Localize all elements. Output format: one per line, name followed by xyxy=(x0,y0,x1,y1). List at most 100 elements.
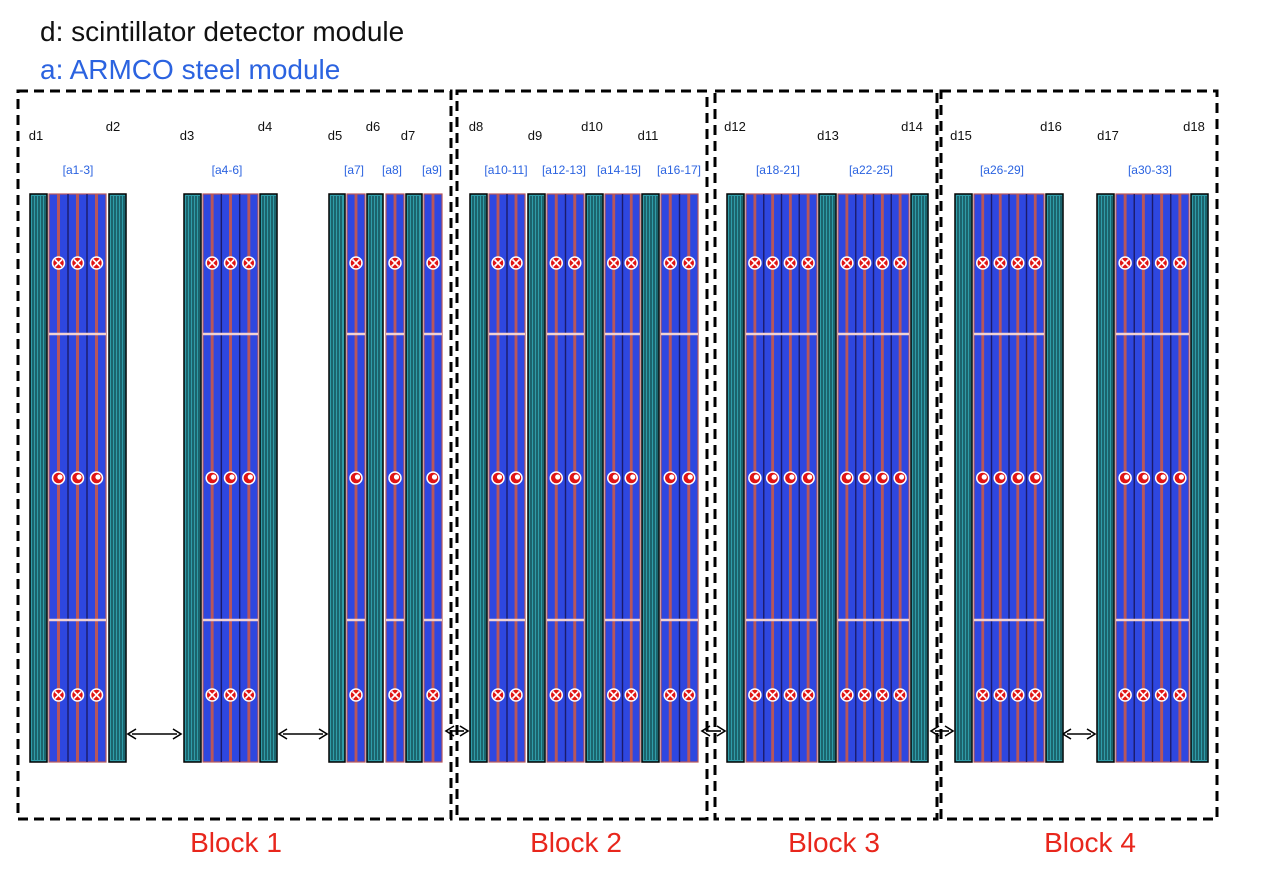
block-frame xyxy=(455,89,709,821)
steel-module xyxy=(660,193,699,763)
into-page-icon xyxy=(976,688,990,702)
into-page-icon xyxy=(205,256,219,270)
detector-label: d6 xyxy=(366,119,380,134)
into-page-icon xyxy=(242,256,256,270)
into-page-icon xyxy=(801,688,815,702)
into-page-icon xyxy=(1154,688,1169,702)
into-page-icon xyxy=(89,256,104,270)
out-of-page-icon xyxy=(748,471,762,485)
detector-label: d11 xyxy=(638,128,659,143)
into-page-icon xyxy=(783,256,798,270)
into-page-icon xyxy=(840,256,854,270)
into-page-icon xyxy=(783,688,798,702)
into-page-icon xyxy=(1118,688,1132,702)
scintillator-module xyxy=(29,193,48,763)
into-page-icon xyxy=(223,688,238,702)
into-page-icon xyxy=(491,688,505,702)
into-page-icon xyxy=(509,688,523,702)
out-of-page-icon xyxy=(663,471,677,485)
into-page-icon xyxy=(624,688,638,702)
steel-module xyxy=(837,193,910,763)
detector-label: d3 xyxy=(180,128,194,143)
out-of-page-icon xyxy=(242,471,256,485)
block-frame xyxy=(939,89,1219,821)
steel-module-label: [a16-17] xyxy=(657,163,701,177)
into-page-icon xyxy=(976,256,990,270)
steel-module xyxy=(745,193,818,763)
into-page-icon xyxy=(893,688,907,702)
into-page-icon xyxy=(624,256,638,270)
into-page-icon xyxy=(223,256,238,270)
into-page-icon xyxy=(549,256,563,270)
into-page-icon xyxy=(388,256,402,270)
into-page-icon xyxy=(1028,688,1042,702)
out-of-page-icon xyxy=(549,471,563,485)
into-page-icon xyxy=(1028,256,1042,270)
steel-module-label: [a22-25] xyxy=(849,163,893,177)
out-of-page-icon xyxy=(388,471,402,485)
into-page-icon xyxy=(509,256,523,270)
scintillator-module xyxy=(259,193,278,763)
block-label: Block 2 xyxy=(530,827,622,858)
scintillator-module xyxy=(366,193,384,763)
steel-module-label: [a30-33] xyxy=(1128,163,1172,177)
steel-module-label: [a1-3] xyxy=(63,163,94,177)
detector-label: d16 xyxy=(1040,119,1062,134)
scintillator-module xyxy=(641,193,660,763)
out-of-page-icon xyxy=(223,471,238,485)
into-page-icon xyxy=(748,256,762,270)
into-page-icon xyxy=(568,256,582,270)
out-of-page-icon xyxy=(1154,471,1169,485)
out-of-page-icon xyxy=(976,471,990,485)
into-page-icon xyxy=(568,688,582,702)
scintillator-module xyxy=(910,193,929,763)
out-of-page-icon xyxy=(568,471,582,485)
into-page-icon xyxy=(1173,688,1187,702)
steel-module xyxy=(973,193,1045,763)
double-arrow-icon xyxy=(1061,728,1097,740)
out-of-page-icon xyxy=(624,471,638,485)
scintillator-module xyxy=(726,193,745,763)
detector-label: d18 xyxy=(1183,119,1205,134)
out-of-page-icon xyxy=(875,471,890,485)
out-of-page-icon xyxy=(491,471,505,485)
into-page-icon xyxy=(893,256,907,270)
detector-label: d14 xyxy=(901,119,923,134)
into-page-icon xyxy=(748,688,762,702)
double-arrow-icon xyxy=(929,725,955,737)
detector-label: d10 xyxy=(581,119,603,134)
into-page-icon xyxy=(70,256,85,270)
legend-detector: d: scintillator detector module xyxy=(40,16,405,47)
detector-label: d12 xyxy=(724,119,746,134)
scintillator-module xyxy=(1190,193,1209,763)
out-of-page-icon xyxy=(783,471,798,485)
into-page-icon xyxy=(1136,688,1151,702)
into-page-icon xyxy=(1118,256,1132,270)
scintillator-module xyxy=(818,193,837,763)
into-page-icon xyxy=(607,688,621,702)
out-of-page-icon xyxy=(1136,471,1151,485)
into-page-icon xyxy=(426,256,440,270)
steel-module-label: [a18-21] xyxy=(756,163,800,177)
into-page-icon xyxy=(663,256,677,270)
detector-label: d17 xyxy=(1097,128,1119,143)
steel-module xyxy=(346,193,366,763)
into-page-icon xyxy=(349,256,363,270)
block-frame xyxy=(16,89,453,821)
into-page-icon xyxy=(875,688,890,702)
into-page-icon xyxy=(426,688,440,702)
into-page-icon xyxy=(765,688,780,702)
scintillator-module xyxy=(405,193,423,763)
out-of-page-icon xyxy=(1173,471,1187,485)
block-label: Block 3 xyxy=(788,827,880,858)
into-page-icon xyxy=(857,256,872,270)
steel-module xyxy=(488,193,526,763)
detector-label: d1 xyxy=(29,128,43,143)
into-page-icon xyxy=(70,688,85,702)
into-page-icon xyxy=(349,688,363,702)
out-of-page-icon xyxy=(51,471,66,485)
steel-module-label: [a4-6] xyxy=(212,163,243,177)
steel-module xyxy=(604,193,641,763)
detector-label: d4 xyxy=(258,119,272,134)
into-page-icon xyxy=(51,688,66,702)
